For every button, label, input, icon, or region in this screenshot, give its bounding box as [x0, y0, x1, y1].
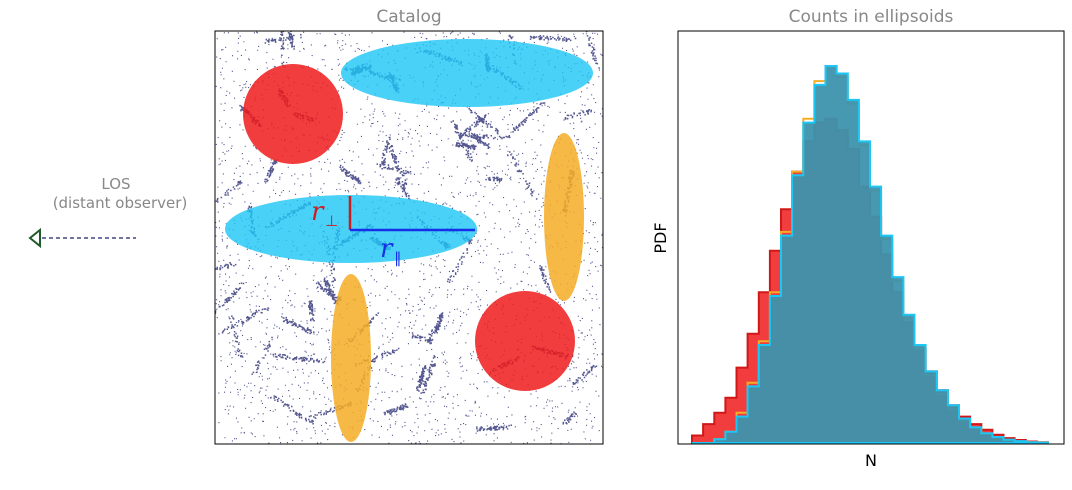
- histogram-title: Counts in ellipsoids: [789, 7, 954, 27]
- triangle-left-icon: [28, 227, 41, 249]
- ellipsoid-blue-top: [341, 39, 593, 107]
- hist-series-blue: [692, 65, 1049, 444]
- r-par-symbol: r: [380, 234, 394, 264]
- histogram-xlabel: N: [865, 451, 877, 470]
- sphere-red-bottom: [475, 291, 575, 391]
- ellipsoid-orange-right: [544, 133, 584, 301]
- histogram-series: [691, 65, 1049, 444]
- histogram-axes-frame: [677, 30, 1065, 445]
- r-perp-subscript: ⊥: [325, 212, 338, 230]
- ellipsoid-orange-left: [331, 274, 371, 442]
- los-label-line1: LOS: [101, 175, 130, 193]
- catalog-frame: [214, 30, 604, 445]
- r-par-subscript: ∥: [394, 249, 402, 267]
- r-perp-symbol: r: [311, 197, 325, 227]
- los-label-line2: (distant observer): [53, 194, 188, 212]
- histogram-ylabel: PDF: [651, 222, 670, 253]
- catalog-title: Catalog: [376, 7, 441, 27]
- sphere-red-top: [243, 64, 343, 164]
